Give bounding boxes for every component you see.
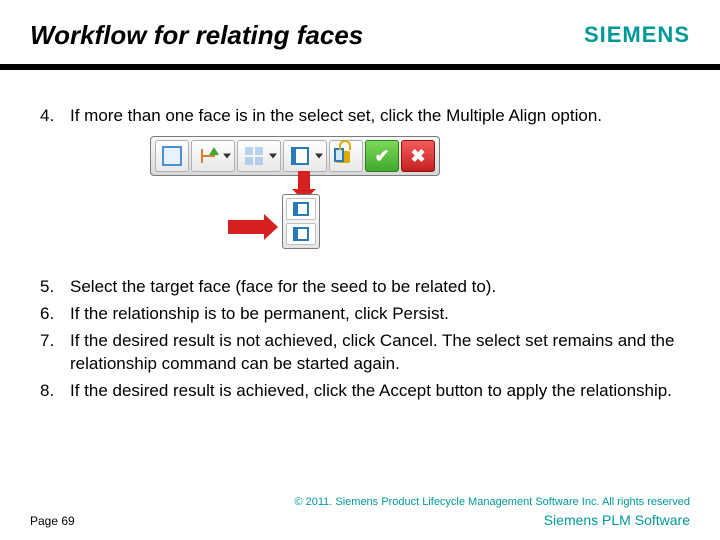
slide-footer: © 2011. Siemens Product Lifecycle Manage…	[0, 496, 720, 528]
step-text: If the relationship is to be permanent, …	[70, 303, 680, 326]
step-4: 4. If more than one face is in the selec…	[40, 105, 680, 128]
arrow-right-indicator	[228, 220, 264, 234]
copyright-text: © 2011. Siemens Product Lifecycle Manage…	[30, 496, 690, 508]
header-underline	[0, 64, 720, 70]
check-icon: ✔	[374, 144, 389, 168]
toolbar-illustration: ✔ ✖	[150, 136, 680, 246]
step-number: 4.	[40, 105, 70, 128]
align-icon	[199, 147, 217, 165]
chevron-down-icon	[269, 153, 277, 158]
step-8: 8. If the desired result is achieved, cl…	[40, 380, 680, 403]
siemens-logo: SIEMENS	[584, 22, 690, 48]
step-5: 5. Select the target face (face for the …	[40, 276, 680, 299]
step-7: 7. If the desired result is not achieved…	[40, 330, 680, 376]
face-icon	[291, 147, 309, 165]
step-text: Select the target face (face for the see…	[70, 276, 680, 299]
step-text: If the desired result is achieved, click…	[70, 380, 680, 403]
select-face-button[interactable]	[155, 140, 189, 172]
grid-icon	[245, 147, 263, 165]
pattern-button[interactable]	[237, 140, 281, 172]
slide-header: Workflow for relating faces SIEMENS	[0, 0, 720, 80]
step-6: 6. If the relationship is to be permanen…	[40, 303, 680, 326]
cancel-button[interactable]: ✖	[401, 140, 435, 172]
single-align-option[interactable]	[286, 198, 316, 220]
chevron-down-icon	[315, 153, 323, 158]
step-number: 7.	[40, 330, 70, 376]
persist-button[interactable]	[329, 140, 363, 172]
step-text: If the desired result is not achieved, c…	[70, 330, 680, 376]
align-dropdown-panel	[282, 194, 320, 249]
chevron-down-icon	[223, 153, 231, 158]
steps-continued: 5. Select the target face (face for the …	[40, 276, 680, 403]
step-number: 6.	[40, 303, 70, 326]
page-number: Page 69	[30, 514, 75, 528]
brand-text: Siemens PLM Software	[544, 512, 690, 528]
multiple-align-option[interactable]	[286, 223, 316, 245]
relate-faces-toolbar: ✔ ✖	[150, 136, 440, 176]
arrow-down-indicator	[298, 171, 310, 191]
x-icon: ✖	[410, 144, 425, 168]
square-icon	[162, 146, 182, 166]
slide-content: 4. If more than one face is in the selec…	[0, 80, 720, 403]
step-number: 5.	[40, 276, 70, 299]
step-number: 8.	[40, 380, 70, 403]
align-button[interactable]	[191, 140, 235, 172]
step-text: If more than one face is in the select s…	[70, 105, 680, 128]
lock-icon	[336, 146, 356, 166]
multiple-align-button[interactable]	[283, 140, 327, 172]
accept-button[interactable]: ✔	[365, 140, 399, 172]
face-multi-icon	[293, 227, 309, 241]
face-single-icon	[293, 202, 309, 216]
